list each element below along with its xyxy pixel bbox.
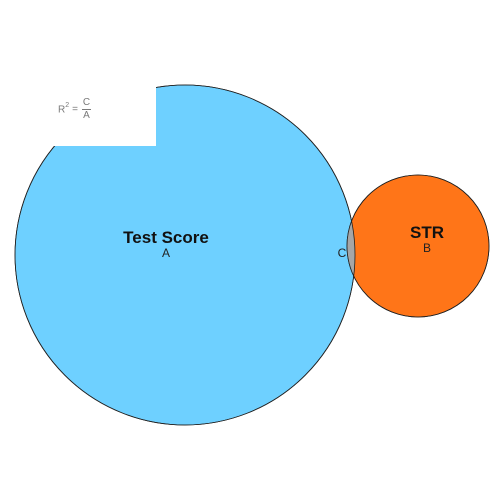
formula-r: R xyxy=(58,104,66,116)
region-a-label: A xyxy=(162,246,170,260)
region-c-label: C xyxy=(338,246,347,260)
formula-panel xyxy=(48,84,156,146)
formula-numerator: C xyxy=(82,97,91,108)
formula-exponent: 2 xyxy=(65,102,70,110)
str-circle-outline xyxy=(346,174,490,318)
str-circle xyxy=(346,174,490,318)
test-score-title: Test Score xyxy=(123,228,209,247)
test-score-circle-outline xyxy=(14,84,356,426)
formula-fraction: C A xyxy=(81,97,91,122)
formula-lhs: R2 xyxy=(58,102,70,116)
region-b-label: B xyxy=(423,241,431,255)
fraction-bar xyxy=(81,109,91,110)
formula-denominator: A xyxy=(83,110,90,121)
formula-equals: = xyxy=(72,104,78,115)
str-title: STR xyxy=(410,223,444,242)
r-squared-formula: R2 = C A xyxy=(58,97,91,122)
